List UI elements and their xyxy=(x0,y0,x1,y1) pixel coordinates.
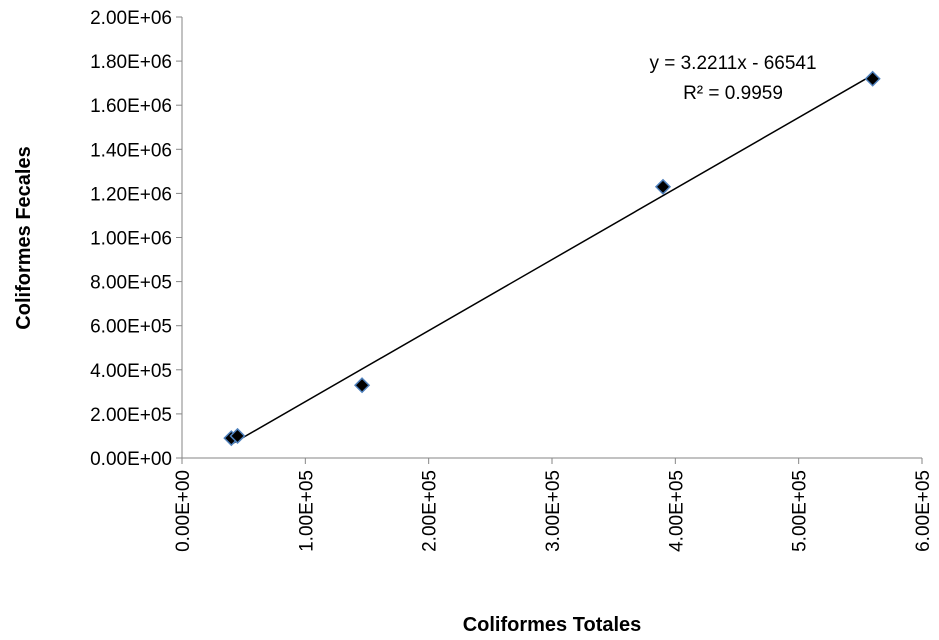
trendline-r2: R² = 0.9959 xyxy=(683,83,783,104)
trendline-line xyxy=(230,74,874,445)
y-tick-label: 1.80E+06 xyxy=(90,52,172,73)
data-points xyxy=(223,70,881,447)
y-tick-label: 2.00E+06 xyxy=(90,8,172,29)
y-tick-label: 1.40E+06 xyxy=(90,140,172,161)
y-tick-label: 1.60E+06 xyxy=(90,96,172,117)
trendline-equation: y = 3.2211x - 66541 xyxy=(649,53,816,74)
y-tick-label: 0.00E+00 xyxy=(90,449,172,470)
y-tick-label: 8.00E+05 xyxy=(90,273,172,294)
x-axis: 0.00E+00 1.00E+05 2.00E+05 3.00E+05 4.00E+05… xyxy=(173,457,934,552)
y-tick-label: 2.00E+05 xyxy=(90,405,172,426)
x-tick-label: 6.00E+05 xyxy=(913,470,934,552)
data-point xyxy=(654,178,672,195)
y-tick-label: 4.00E+05 xyxy=(90,361,172,382)
y-tick-label: 1.20E+06 xyxy=(90,184,172,205)
x-tick-label: 5.00E+05 xyxy=(790,470,811,552)
x-tick-label: 4.00E+05 xyxy=(666,470,687,552)
data-point xyxy=(229,427,246,445)
x-tick-label: 2.00E+05 xyxy=(420,470,441,552)
y-axis: 0.00E+00 2.00E+05 4.00E+05 6.00E+05 8.00E+05… xyxy=(90,8,183,470)
x-tick-label: 1.00E+05 xyxy=(296,470,317,552)
x-tick-label: 0.00E+00 xyxy=(173,470,194,552)
trendline xyxy=(230,74,874,445)
data-point xyxy=(864,70,881,87)
y-tick-label: 1.00E+06 xyxy=(90,229,172,250)
x-tick-label: 3.00E+05 xyxy=(543,470,564,552)
x-axis-title: Coliformes Totales xyxy=(463,614,642,636)
y-axis-title: Coliformes Fecales xyxy=(13,146,35,329)
data-point xyxy=(354,377,371,394)
y-tick-label: 6.00E+05 xyxy=(90,317,172,338)
